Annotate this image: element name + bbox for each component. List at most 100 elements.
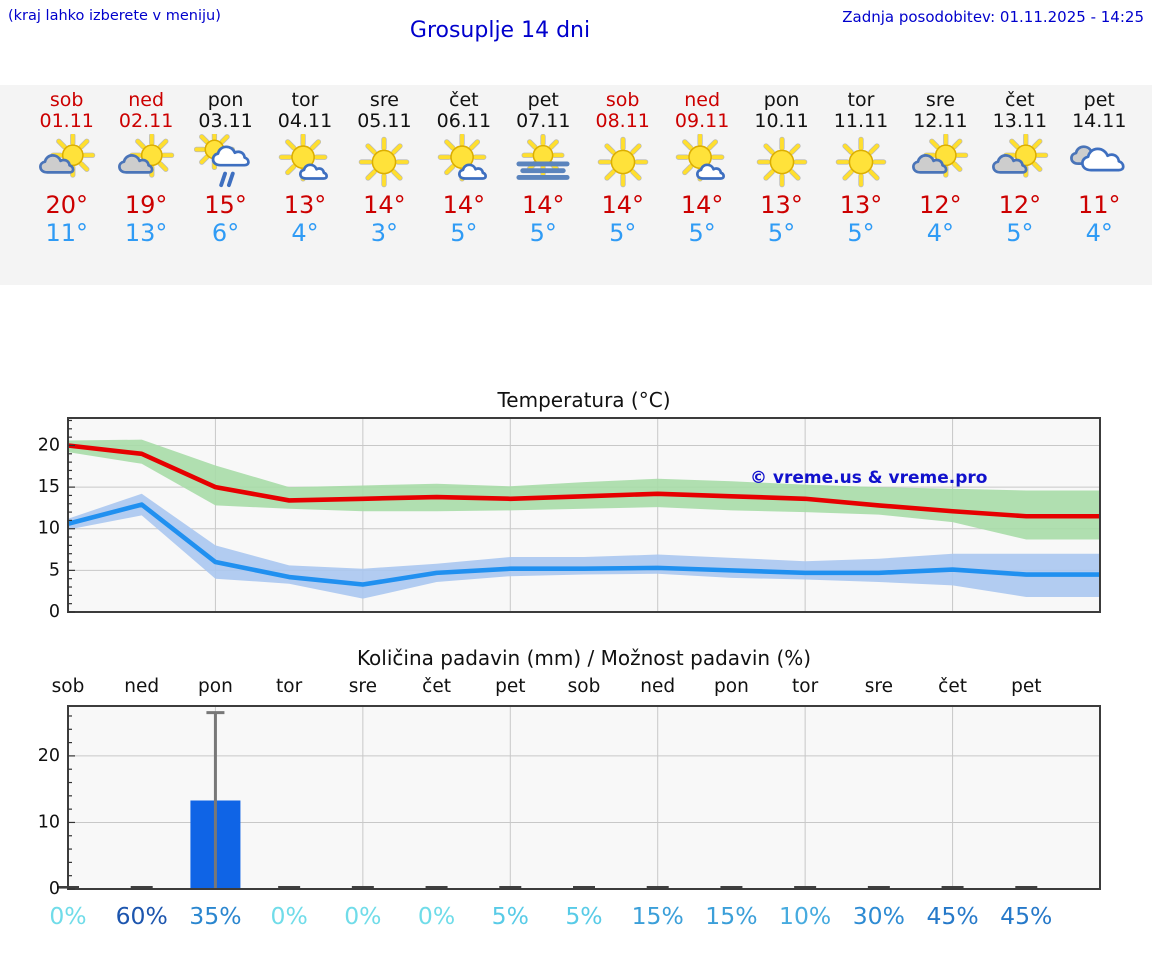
day-column-02.11[interactable]: ned 02.11 19° 13° xyxy=(106,90,185,246)
chart-day-label: ned xyxy=(124,676,159,697)
sun-small-cloud-icon xyxy=(675,134,726,182)
sun-ray xyxy=(79,161,89,172)
day-column-13.11[interactable]: čet 13.11 12° 5° xyxy=(980,90,1059,246)
rain-streak xyxy=(226,171,235,188)
zero-precip-dash xyxy=(278,886,301,889)
rain-streak xyxy=(218,171,227,188)
sun-disc xyxy=(372,149,397,175)
precipitation-chart: sob ned pon tor sre čet pet sob ned pon tor sre čet p… xyxy=(38,676,1101,930)
low-temp: 5° xyxy=(450,219,478,247)
sun-ray xyxy=(789,144,800,155)
day-column-08.11[interactable]: sob 08.11 14° 5° xyxy=(583,90,662,247)
sun-ray xyxy=(682,139,693,150)
precip-probability-label: 45% xyxy=(1000,902,1052,930)
sun-disc xyxy=(610,149,636,175)
sun-ray xyxy=(1032,139,1042,149)
day-column-01.11[interactable]: sob 01.11 20° 11° xyxy=(27,90,106,246)
sun-ray xyxy=(444,139,455,150)
sun-gray-cloud-icon xyxy=(991,134,1049,178)
sun-small-cloud-icon xyxy=(437,134,487,182)
day-name: pon xyxy=(763,89,800,111)
day-column-10.11[interactable]: pon 10.11 13° 5° xyxy=(742,89,821,247)
day-name: tor xyxy=(291,89,319,111)
weather-icon-slot xyxy=(750,134,814,190)
sun-ray xyxy=(219,134,229,144)
chart-day-label: čet xyxy=(938,676,967,697)
weather-icon-slot xyxy=(352,134,416,190)
cloud-shape xyxy=(298,163,328,180)
precip-probability-label: 35% xyxy=(189,902,241,930)
sun-ray xyxy=(843,144,854,155)
sun-small-cloud-icon xyxy=(278,134,328,182)
day-date: 04.11 xyxy=(277,110,333,132)
cloud-shape xyxy=(912,154,948,174)
day-name: sre xyxy=(925,89,955,111)
day-name: čet xyxy=(449,89,479,111)
zero-precip-dash xyxy=(720,886,743,889)
sun-ray xyxy=(199,155,209,165)
clouds-icon xyxy=(1070,145,1125,172)
zero-precip-dash xyxy=(941,886,964,889)
day-column-03.11[interactable]: pon 03.11 15° 6° xyxy=(186,90,265,246)
sun-disc xyxy=(848,149,874,175)
sun-ray xyxy=(707,139,718,150)
day-name: ned xyxy=(684,89,721,111)
high-temp: 13° xyxy=(839,191,883,219)
zero-precip-dash xyxy=(794,886,817,889)
day-column-04.11[interactable]: tor 04.11 13° 4° xyxy=(265,89,344,247)
day-date: 06.11 xyxy=(436,110,492,132)
chart-day-label: ned xyxy=(640,676,675,697)
sun-ray xyxy=(630,144,641,155)
sun-ray xyxy=(1009,139,1019,149)
chart-day-label: sre xyxy=(865,676,893,697)
sun-ray xyxy=(763,169,774,180)
y-axis-label: 0 xyxy=(49,602,60,622)
cloud-shape xyxy=(457,163,487,180)
weather-icon-slot xyxy=(114,134,178,190)
sun-ray xyxy=(528,139,538,149)
day-column-07.11[interactable]: pet 07.11 14° 5° xyxy=(504,90,583,247)
y-axis-label: 5 xyxy=(49,560,60,580)
sun-ray xyxy=(199,134,209,144)
precip-probability-label: 0% xyxy=(49,902,86,930)
sun-gray-cloud-icon xyxy=(912,134,969,178)
zero-precip-dash xyxy=(499,886,522,889)
day-column-11.11[interactable]: tor 11.11 13° 5° xyxy=(821,90,900,247)
weather-icon-slot xyxy=(908,134,972,190)
sun-ray xyxy=(392,169,403,180)
day-column-09.11[interactable]: ned 09.11 14° 5° xyxy=(662,89,741,247)
day-name: pet xyxy=(1083,89,1115,111)
sun-ray xyxy=(285,139,296,150)
sun-ray xyxy=(952,139,963,149)
low-temp: 11° xyxy=(45,219,88,247)
low-temp: 5° xyxy=(847,219,875,247)
day-column-14.11[interactable]: pet 14.11 11° 4° xyxy=(1060,90,1139,246)
day-date: 13.11 xyxy=(992,110,1048,132)
low-temp: 4° xyxy=(291,219,319,247)
low-temp: 5° xyxy=(1006,219,1034,247)
precip-probability-label: 60% xyxy=(116,902,168,930)
day-date: 11.11 xyxy=(833,110,889,132)
temperature-chart: 0 5 10 15 20 © vreme.us & vreme.pro xyxy=(38,417,1101,622)
sun-ray xyxy=(158,139,168,149)
day-column-05.11[interactable]: sre 05.11 14° 3° xyxy=(345,90,424,247)
cloud-shape xyxy=(118,154,154,174)
precip-probability-label: 0% xyxy=(344,902,381,930)
low-temp: 5° xyxy=(609,219,637,247)
last-updated: Zadnja posodobitev: 01.11.2025 - 14:25 xyxy=(842,8,1144,26)
high-temp: 14° xyxy=(680,191,724,219)
y-axis-label: 20 xyxy=(38,746,60,766)
weather-icon-slot xyxy=(591,134,655,190)
weather-icon-slot xyxy=(670,134,734,190)
chart-day-label: tor xyxy=(792,676,819,697)
sun-ray xyxy=(868,169,879,180)
day-column-06.11[interactable]: čet 06.11 14° 5° xyxy=(424,89,503,247)
sun-ray xyxy=(158,161,168,172)
day-date: 08.11 xyxy=(595,110,650,132)
day-column-12.11[interactable]: sre 12.11 12° 4° xyxy=(901,90,980,246)
high-temp: 15° xyxy=(204,191,247,219)
high-temp: 14° xyxy=(601,191,644,219)
sun-ray xyxy=(79,139,89,149)
sun-ray xyxy=(366,144,377,155)
high-temp: 14° xyxy=(522,191,565,219)
